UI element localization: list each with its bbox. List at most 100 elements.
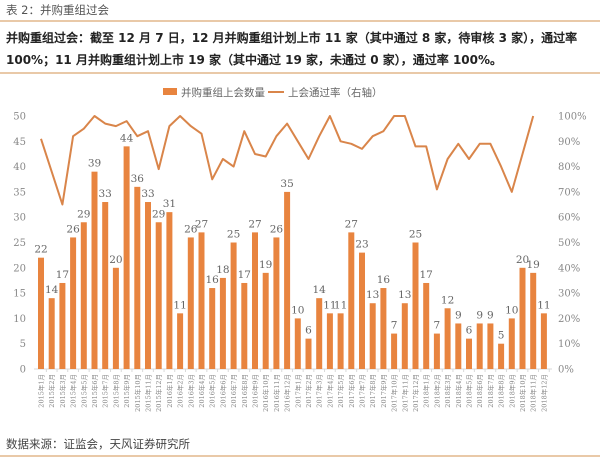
left-tick-label: 25 [13, 238, 26, 249]
x-tick-label: 2015年3月 [58, 374, 67, 408]
bar [412, 242, 419, 369]
bar [455, 323, 462, 369]
caption-divider [0, 20, 600, 22]
x-tick-label: 2017年8月 [368, 374, 377, 408]
bar-value-label: 6 [305, 325, 312, 337]
x-tick-label: 2018年1月 [422, 374, 431, 408]
bar [102, 202, 109, 369]
bar-value-label: 16 [377, 274, 391, 286]
bar [348, 232, 355, 369]
x-tick-label: 2017年3月 [315, 374, 324, 408]
x-tick-label: 2018年8月 [497, 374, 506, 408]
bar [241, 282, 248, 369]
bar-value-label: 35 [280, 178, 293, 190]
right-tick-label: 10% [558, 339, 580, 350]
x-tick-label: 2018年3月 [443, 374, 452, 408]
bar [70, 237, 77, 369]
bar [423, 282, 430, 369]
bar [284, 191, 291, 369]
left-tick-label: 35 [13, 187, 26, 198]
bar-value-label: 27 [195, 218, 208, 230]
x-tick-label: 2015年7月 [101, 374, 110, 408]
bar-value-label: 17 [56, 269, 69, 281]
bar [519, 267, 526, 369]
bar-value-label: 33 [99, 188, 112, 200]
bar [337, 313, 344, 369]
x-tick-label: 2015年4月 [69, 374, 78, 408]
x-tick-label: 2016年4月 [197, 374, 206, 408]
bar-value-label: 12 [441, 294, 454, 306]
bar [540, 313, 547, 369]
bar [273, 237, 280, 369]
bar-value-label: 13 [366, 289, 379, 301]
bar-value-label: 26 [270, 223, 284, 235]
bar [219, 277, 226, 369]
x-tick-label: 2018年7月 [486, 374, 495, 408]
x-tick-label: 2015年1月 [37, 374, 46, 408]
bar [498, 343, 505, 369]
x-tick-label: 2016年8月 [240, 374, 249, 408]
bar [59, 282, 66, 369]
bar-value-label: 11 [537, 299, 550, 311]
bar-value-label: 25 [227, 229, 240, 241]
bar [305, 338, 312, 369]
bar [38, 257, 44, 369]
left-tick-label: 40 [13, 162, 26, 173]
bar-value-label: 23 [355, 239, 368, 251]
bar-value-label: 9 [476, 309, 483, 321]
bar-value-label: 17 [420, 269, 433, 281]
x-tick-label: 2017年11月 [400, 374, 409, 412]
chart-legend: 并购重组上会数量 上会通过率（右轴） [163, 86, 383, 99]
left-tick-label: 0 [20, 365, 26, 376]
x-tick-label: 2015年5月 [79, 374, 88, 408]
summary-text: 并购重组过会：截至 12 月 7 日，12 月并购重组计划上市 11 家（其中通… [6, 31, 578, 67]
left-axis: 0 5 10 15 20 25 30 35 40 45 50 [13, 112, 26, 376]
x-tick-label: 2018年12月 [539, 374, 548, 412]
table-caption: 表 2：并购重组过会 [6, 3, 109, 17]
bar-value-label: 26 [184, 223, 198, 235]
bar [252, 232, 258, 369]
right-tick-label: 60% [558, 213, 580, 224]
bar-value-label: 33 [141, 188, 154, 200]
bar [466, 338, 472, 369]
x-tick-label: 2018年9月 [507, 374, 516, 408]
summary-divider [0, 72, 600, 74]
bar-value-label: 11 [334, 299, 347, 311]
x-tick-label: 2018年6月 [475, 374, 484, 408]
x-tick-label: 2018年2月 [432, 374, 441, 408]
right-tick-label: 50% [558, 238, 580, 249]
bar [530, 272, 537, 369]
bar [134, 186, 141, 369]
combo-chart: 并购重组上会数量 上会通过率（右轴） 05101520253035404550 … [13, 86, 586, 412]
x-tick-label: 2015年10月 [133, 374, 142, 412]
right-tick-label: 30% [558, 289, 580, 300]
bar-value-label: 7 [434, 320, 441, 332]
bar [380, 288, 387, 369]
x-tick-label: 2016年3月 [186, 374, 195, 408]
bar [80, 222, 87, 369]
bar-value-label: 5 [498, 330, 505, 342]
bar-value-label: 29 [77, 208, 90, 220]
bar-series [38, 146, 547, 369]
bar [262, 272, 269, 369]
x-tick-label: 2017年12月 [411, 374, 420, 412]
bar [444, 308, 451, 369]
pass-rate-line [40, 115, 535, 206]
bar [209, 288, 216, 369]
x-tick-label: 2016年10月 [261, 374, 270, 412]
x-tick-label: 2017年7月 [358, 374, 367, 408]
bar-value-label: 14 [45, 284, 59, 296]
bar-value-label: 27 [248, 218, 261, 230]
left-tick-label: 50 [13, 112, 26, 123]
bar [316, 298, 323, 369]
bar-value-label: 13 [398, 289, 411, 301]
bar [391, 333, 398, 369]
bar-value-label: 10 [291, 304, 304, 316]
bar-value-label: 11 [323, 299, 336, 311]
legend-bar-swatch [163, 88, 177, 95]
bar [401, 303, 408, 369]
bar-value-label: 19 [527, 259, 540, 271]
bar-value-label: 17 [238, 269, 251, 281]
bar-value-label: 18 [216, 264, 229, 276]
x-tick-label: 2016年9月 [251, 374, 260, 408]
